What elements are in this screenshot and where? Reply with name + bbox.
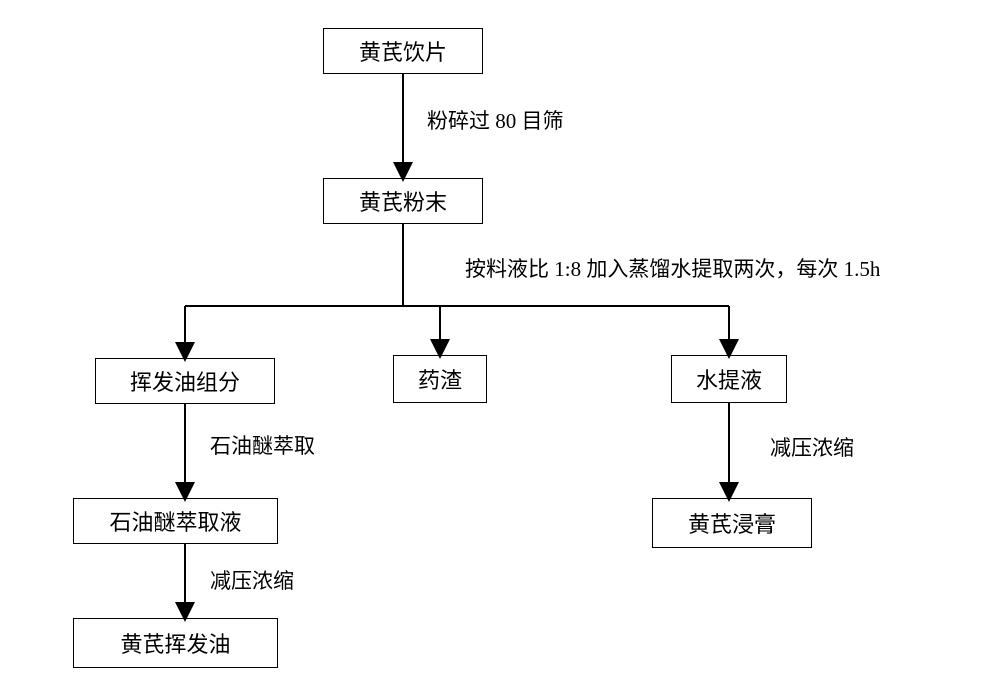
node-huangqi-yinpian: 黄芪饮片 — [323, 28, 483, 74]
node-label: 黄芪粉末 — [359, 185, 447, 217]
node-label: 石油醚萃取液 — [109, 505, 241, 537]
node-label: 黄芪挥发油 — [120, 627, 230, 659]
edge-label-petroleum-ether: 石油醚萃取 — [210, 430, 315, 460]
edge-label-extract-water: 按料液比 1:8 加入蒸馏水提取两次，每次 1.5h — [465, 253, 880, 283]
node-huangqi-huifayou: 黄芪挥发油 — [73, 618, 278, 668]
node-label: 黄芪浸膏 — [688, 507, 776, 539]
edge-label-vacuum-concentrate-right: 减压浓缩 — [770, 432, 854, 462]
node-huifayou-zufen: 挥发油组分 — [95, 358, 275, 404]
node-label: 药渣 — [418, 363, 462, 395]
node-huangqi-fenmo: 黄芪粉末 — [323, 178, 483, 224]
node-shuitiye: 水提液 — [671, 355, 787, 403]
node-huangqi-jingao: 黄芪浸膏 — [652, 498, 812, 548]
node-label: 黄芪饮片 — [359, 35, 447, 67]
node-yaozha: 药渣 — [393, 355, 487, 403]
node-shiyoumi-cuquye: 石油醚萃取液 — [73, 498, 278, 544]
edge-label-grind: 粉碎过 80 目筛 — [427, 105, 564, 135]
edge-label-vacuum-concentrate-left: 减压浓缩 — [210, 565, 294, 595]
node-label: 水提液 — [696, 363, 762, 395]
flowchart-connectors — [0, 0, 1000, 687]
node-label: 挥发油组分 — [130, 365, 240, 397]
